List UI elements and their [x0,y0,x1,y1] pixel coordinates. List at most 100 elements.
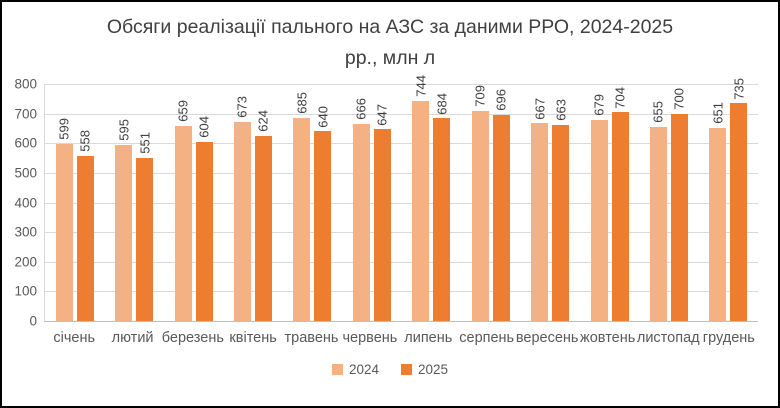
bar-2025-вересень: 663 [552,99,570,321]
bar-2024-серпень: 709 [471,85,489,321]
bar-value-label: 673 [234,95,250,118]
bar-2025-липень: 684 [433,93,451,321]
bar-2025-грудень: 735 [730,78,748,321]
bar-group-липень: 744 684 [402,75,461,321]
bar-value-label: 551 [137,132,153,154]
bar-group-грудень: 651 735 [699,78,758,321]
gridline [45,291,758,293]
bar-2024-листопад: 655 [649,101,667,321]
bar-group-листопад: 655 700 [639,84,698,321]
bar-2024-березень: 659 [174,100,192,321]
bar-2025-серпень: 696 [492,89,510,321]
bar-2025-жовтень: 704 [611,87,629,321]
bar-2024-грудень: 651 [709,102,727,321]
gridline [45,113,758,115]
bar-value-label: 558 [77,130,93,152]
y-tick-label: 300 [14,224,37,240]
bar-value-label: 640 [315,105,331,128]
bar-value-label: 651 [710,102,726,125]
legend-swatch-2025 [401,364,412,375]
bar-2025-січень: 558 [76,130,94,321]
y-tick-label: 800 [14,76,37,92]
y-tick-label: 200 [14,254,37,270]
bar-2024-травень: 685 [293,92,311,321]
bar-group-вересень: 667 663 [520,84,579,321]
bar-2024-квітень: 673 [233,96,251,321]
bar-value-label: 666 [353,98,369,120]
legend-item-2025: 2025 [401,362,448,377]
x-axis-label-березень: березень [161,330,224,346]
bar-group-лютий: 595 551 [104,84,163,321]
y-tick-label: 0 [29,313,37,329]
gridline [45,143,758,145]
bar-value-label: 599 [56,117,72,140]
bar-value-label: 735 [731,77,747,100]
gridline [45,232,758,234]
x-axis-label-червень: червень [342,330,398,346]
x-axis-label-лютий: лютий [111,330,154,346]
bar-2024-вересень: 667 [531,98,549,321]
bar-value-label: 709 [472,85,488,107]
x-axis-label-січень: січень [53,330,96,346]
bar-value-label: 659 [175,100,191,122]
x-axis-label-вересень: вересень [515,330,579,346]
bar-value-label: 696 [493,89,509,111]
bar-2025-квітень: 624 [254,110,272,321]
x-axis-label-жовтень: жовтень [580,330,636,346]
legend-label-2024: 2024 [348,362,379,377]
bar-2024-жовтень: 679 [590,94,608,321]
legend-item-2024: 2024 [331,362,379,377]
bar-value-label: 604 [196,116,212,139]
bar-value-label: 624 [255,110,271,133]
bar-value-label: 704 [612,86,628,109]
bar-value-label: 667 [532,97,548,120]
y-tick-label: 700 [14,106,37,122]
bar-group-серпень: 709 696 [461,84,520,321]
legend: 2024 2025 [2,362,778,377]
bar-group-квітень: 673 624 [223,84,282,321]
bar-value-label: 744 [413,74,429,97]
bar-value-label: 700 [671,87,687,110]
bar-2024-червень: 666 [352,98,370,321]
y-tick-label: 600 [14,135,37,151]
bar-2025-червень: 647 [373,104,391,321]
x-axis-label-грудень: грудень [702,330,755,346]
bar-2025-листопад: 700 [670,88,688,321]
bar-2025-березень: 604 [195,116,213,321]
bar-value-label: 655 [650,101,666,123]
bar-value-label: 679 [591,94,607,116]
x-axis-label-листопад: листопад [636,330,700,346]
chart-area: 0 100 200 300 400 500 600 700 800 599 558 595 551 65… [10,75,758,329]
bar-groups: 599 558 595 551 659 604 673 624 685 640 666 647 744 6… [45,75,758,321]
legend-swatch-2024 [331,364,343,375]
gridline [45,172,758,174]
bar-group-березень: 659 604 [164,84,223,321]
bar-value-label: 685 [294,92,310,115]
x-axis-label-липень: липень [404,330,453,346]
gridline [45,84,758,85]
x-axis-label-травень: травень [284,330,339,346]
bar-group-січень: 599 558 [45,84,104,321]
bar-group-травень: 685 640 [283,84,342,321]
x-axis-label-квітень: квітень [229,330,277,346]
y-tick-label: 400 [14,195,37,210]
bar-2024-лютий: 595 [115,119,133,321]
bar-value-label: 647 [374,103,390,126]
chart-title: Обсяги реалізації пального на АЗС за дан… [80,12,700,74]
x-axis-labels: січень лютий березень квітень травень червень… [45,330,758,346]
bar-value-label: 595 [116,119,132,141]
bar-value-label: 663 [553,98,569,121]
bar-group-червень: 666 647 [342,84,401,321]
bar-value-label: 684 [434,92,450,115]
y-tick-label: 100 [14,283,37,299]
y-tick-label: 500 [14,165,37,181]
bar-2025-лютий: 551 [136,132,154,321]
bar-group-жовтень: 679 704 [580,84,639,321]
chart-title-line-2: рр., млн л [344,47,436,69]
y-axis: 0 100 200 300 400 500 600 700 800 [10,77,44,329]
x-axis-label-серпень: серпень [459,330,515,346]
bar-2024-січень: 599 [55,118,73,321]
bar-2024-липень: 744 [412,75,430,321]
chart-title-line-1: Обсяги реалізації пального на АЗС за дан… [106,16,674,38]
